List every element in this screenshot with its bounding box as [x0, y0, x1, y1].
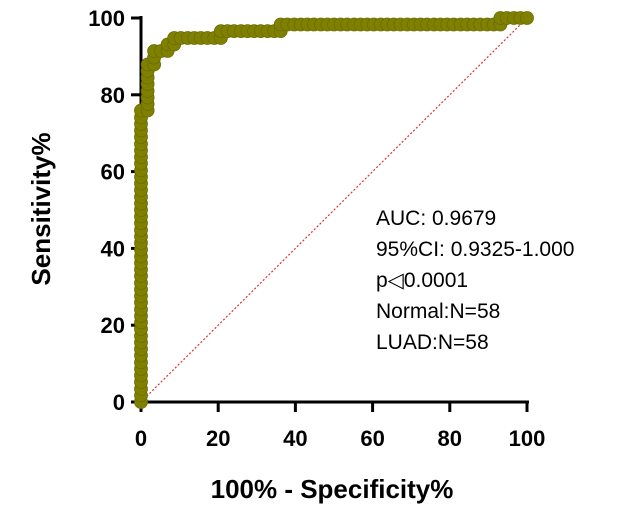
auc-annotation: AUC: 0.9679 — [376, 207, 496, 230]
tick-labels: 0 20 40 60 80 100 0 20 40 60 80 100 — [88, 6, 545, 451]
ci-annotation: 95%CI: 0.9325-1.000 — [376, 238, 574, 261]
reference-diagonal-line — [140, 17, 528, 403]
luad-count-annotation: LUAD:N=58 — [376, 331, 489, 354]
reference-line — [140, 17, 528, 403]
p-value-annotation: p◁0.0001 — [376, 269, 468, 292]
y-tick-label-40: 40 — [101, 236, 125, 261]
y-tick-label-80: 80 — [101, 83, 125, 108]
roc-point-116 — [520, 11, 534, 25]
x-tick-label-0: 0 — [135, 426, 147, 451]
y-tick-label-0: 0 — [113, 390, 125, 415]
y-axis-title: Sensitivity% — [26, 132, 56, 285]
roc-curve — [134, 11, 534, 409]
x-tick-label-60: 60 — [360, 426, 384, 451]
x-axis-title: 100% - Specificity% — [211, 474, 454, 504]
y-tick-label-20: 20 — [101, 313, 125, 338]
y-tick-label-60: 60 — [101, 160, 125, 185]
x-tick-label-80: 80 — [438, 426, 462, 451]
x-tick-label-20: 20 — [206, 426, 230, 451]
annotation-block: AUC: 0.9679 95%CI: 0.9325-1.000 p◁0.0001… — [376, 207, 574, 354]
x-tick-label-40: 40 — [283, 426, 307, 451]
x-tick-label-100: 100 — [509, 426, 546, 451]
y-tick-label-100: 100 — [88, 6, 125, 31]
normal-count-annotation: Normal:N=58 — [376, 300, 500, 323]
